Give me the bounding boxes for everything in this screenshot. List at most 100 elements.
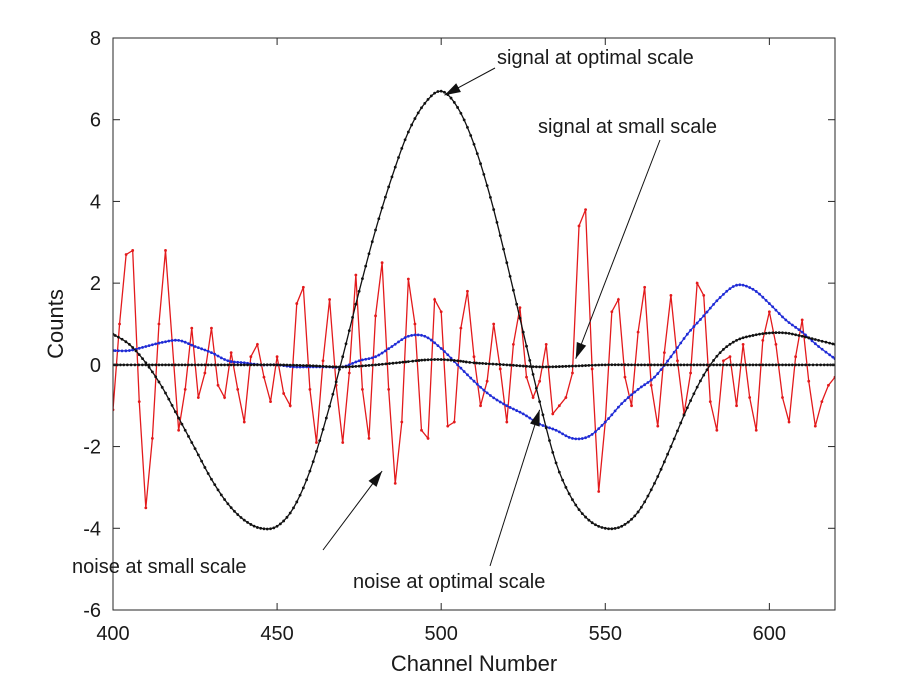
series-0-point [794,355,798,359]
series-3-point [531,365,535,369]
series-1-point [131,348,135,352]
series-0-point [518,306,522,310]
series-2-point [617,526,620,529]
series-2-point [321,427,325,431]
series-1-point [393,342,397,346]
series-2-point [173,410,177,414]
series-2-point [429,94,433,98]
series-2-point [551,450,555,454]
series-1-point [472,379,476,383]
series-3-point [193,363,197,367]
series-1-point [669,355,673,359]
y-tick-label: -4 [83,518,101,540]
series-1-point [433,341,437,345]
series-1-point [242,361,246,365]
series-2-point [600,526,604,529]
series-0-point [735,404,738,408]
series-2 [113,89,835,531]
series-2-point [436,90,440,93]
series-1-point [180,339,184,343]
series-0-point [439,310,443,314]
series-2-point [393,165,397,169]
series-0-point [643,285,647,289]
series-3-point [331,365,335,369]
series-0-point [781,396,784,399]
series-2-point [128,343,131,346]
x-tick-label: 600 [753,623,786,645]
series-2-point [288,511,292,515]
series-3-point [626,363,630,367]
series-2-point [380,206,384,210]
series-1-point [449,356,453,360]
series-2-point [597,524,601,528]
series-1-point [196,346,200,350]
series-1-point [748,286,752,289]
series-2-point [120,337,124,341]
series-0-point [525,375,528,379]
series-0-point [557,404,561,408]
series-1-point [794,325,798,329]
series-2-point [252,524,256,528]
series-2-point [728,342,732,346]
series-1-point [426,336,430,340]
series-2-point [462,118,466,122]
series-0-point [256,343,259,346]
series-2-point [577,508,581,512]
series-1-point [767,302,771,305]
series-1-point [574,437,578,441]
series-3-point [587,364,591,367]
series-3-point [666,363,670,367]
series-2-point [223,498,226,501]
series-1-point [229,360,233,363]
series-3-point [388,362,391,365]
series-2-point [203,466,207,469]
series-3-point [741,363,745,367]
series-1-point [564,434,568,438]
series-2-point [328,404,331,408]
y-tick-label: -6 [83,600,101,622]
series-2-point [338,367,341,371]
series-3-point [272,363,276,367]
series-3-point [584,364,587,367]
series-1-point [682,337,686,340]
series-2-point [767,331,771,335]
series-2-point [777,331,781,335]
series-2-point [246,521,249,524]
series-3-point [301,364,305,367]
series-1-point [761,295,765,299]
series-2-point [124,340,128,344]
series-1-point [613,409,617,413]
series-2-point [239,516,243,519]
series-3-point [800,363,804,367]
annotation-arrow-line [489,409,541,567]
series-2-point [157,380,161,384]
series-3-point [692,363,696,367]
series-1-point [193,345,197,348]
series-1-point [357,359,361,363]
series-3-point [826,363,829,367]
series-1-point [561,432,565,436]
series-1-point [557,430,561,434]
series-1-point [429,338,433,342]
series-1-point [800,330,804,334]
series-0-point [807,379,811,383]
series-2-point [420,106,423,110]
series-1-point [377,353,381,357]
series-2-point [646,494,650,498]
series-1-point [679,341,683,345]
series-1-point [406,334,410,338]
series-3-point [630,363,633,367]
series-3-point [275,363,279,367]
series-2-point [272,526,276,530]
y-tick-label: 2 [90,273,101,295]
series-0-point [406,277,410,281]
series-3-point [738,363,742,367]
series-1-point [200,347,204,351]
annotation-arrow-line [575,139,661,359]
series-3-point [548,365,551,369]
series-3-point [656,363,660,367]
series-3-point [122,363,126,367]
series-1-point [213,352,217,356]
series-1-point [456,363,459,367]
series-3-point [216,363,220,367]
